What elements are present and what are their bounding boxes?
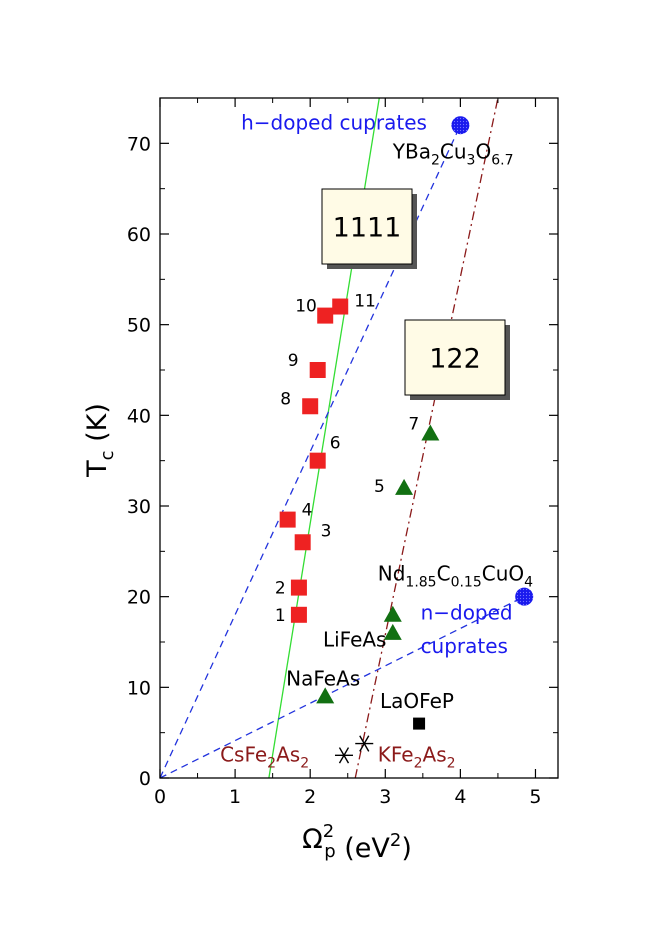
formula-label: Nd1.85C0.15CuO4 [378, 561, 533, 590]
y-tick-label: 60 [127, 224, 151, 246]
data-point-label: 1 [275, 606, 286, 626]
data-point-triangle [316, 687, 335, 704]
formula-label: CsFe2As2 [220, 743, 309, 772]
annotation-text: n−doped [421, 600, 513, 624]
family-box [404, 319, 506, 396]
annotations: h−doped cuprates n−doped cuprates LiFeAs NaF… [220, 111, 533, 772]
y-tick-label: 0 [139, 768, 151, 790]
data-point-label: 8 [280, 389, 291, 409]
formula-label: KFe2As2 [378, 743, 456, 772]
x-tick-label: 0 [154, 786, 166, 808]
data-point-label: 9 [288, 351, 299, 371]
data-point-square [309, 362, 326, 378]
x-axis-label: Ω2 p (eV2) [302, 821, 412, 864]
data-point-label: 3 [321, 521, 332, 541]
annotation-text: h−doped cuprates [241, 111, 427, 135]
y-tick-label: 40 [127, 405, 151, 427]
y-axis-label: Tc (K) [82, 403, 118, 478]
formula-label: YBa2Cu3O6.7 [392, 140, 514, 169]
data-point-square [332, 298, 349, 315]
data-point-small-square [413, 717, 426, 730]
data-point-label: 7 [408, 414, 419, 434]
data-point-circle [515, 587, 534, 606]
data-point-triangle [383, 605, 402, 622]
data-point-square [290, 579, 307, 596]
data-point-triangle [395, 478, 414, 495]
data-point-star [338, 747, 350, 764]
data-point-label: 10 [295, 297, 317, 317]
annotation-text: NaFeAs [286, 667, 360, 691]
x-tick-label: 1 [229, 786, 241, 808]
data-point-label: 5 [374, 477, 385, 497]
annotation-text: cuprates [421, 634, 508, 658]
data-point-label: 2 [275, 579, 286, 599]
data-point-square [302, 398, 319, 415]
y-tick-label: 50 [127, 315, 151, 337]
x-tick-label: 4 [454, 786, 466, 808]
y-tick-label: 70 [127, 133, 151, 155]
plot-frame [159, 97, 559, 779]
data-point-label: 4 [302, 501, 313, 521]
y-tick-label: 20 [127, 587, 151, 609]
data-point-label: 11 [354, 292, 376, 312]
data-point-square [294, 534, 311, 551]
family-box [321, 188, 413, 265]
data-points: 1 2 34 6 8 9 10 11 5 7 [275, 116, 534, 764]
data-point-square [279, 511, 296, 528]
x-tick-label: 5 [529, 786, 541, 808]
data-point-square [317, 307, 334, 324]
y-tick-label: 30 [127, 496, 151, 518]
data-point-star [359, 735, 370, 752]
data-point-circle [451, 116, 470, 135]
data-point-triangle [383, 623, 402, 640]
data-point-square [290, 606, 307, 623]
x-tick-label: 2 [304, 786, 316, 808]
family-box-label: 1111 [333, 213, 402, 244]
data-point-square [309, 452, 326, 469]
data-point-label: 6 [330, 434, 341, 454]
family-box-label: 122 [429, 344, 481, 375]
data-point-triangle [421, 424, 440, 441]
annotation-text: LiFeAs [323, 628, 387, 652]
fit-line-dashed-3 [160, 596, 525, 778]
annotation-text: LaOFeP [380, 689, 454, 713]
x-tick-label: 3 [379, 786, 391, 808]
y-tick-label: 10 [127, 677, 151, 699]
family-boxes: 1111 122 [321, 188, 510, 400]
